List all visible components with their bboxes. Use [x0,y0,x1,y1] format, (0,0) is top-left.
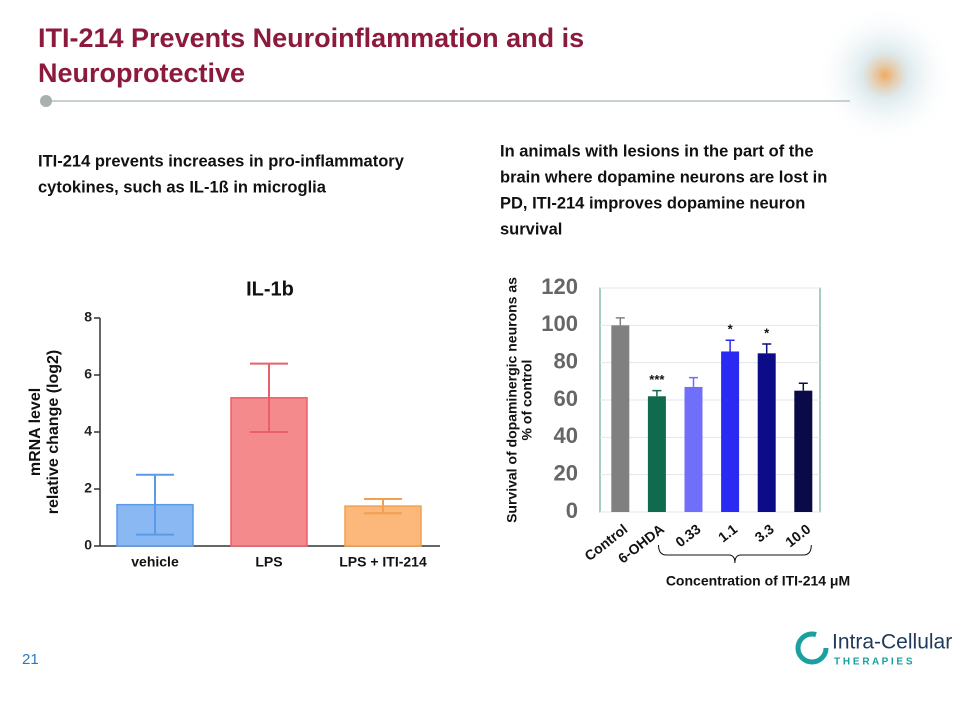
error-bar [762,343,772,354]
logo-mark [795,631,829,665]
y-tick-label: 2 [84,480,92,496]
significance: * [764,325,770,340]
logo: Intra-Cellular T H E R A P I E S [795,631,952,668]
text-line: In animals with lesions in the part of t… [500,142,814,160]
x-tick-label: 1.1 [715,521,740,546]
y-tick-label: 8 [84,309,92,325]
x-tick-label: 3.3 [752,521,777,546]
y-axis-label-line: % of control [518,360,534,441]
right-text: In animals with lesions in the part of t… [500,142,827,238]
text-line: cytokines, such as IL-1ß in microglia [38,178,327,196]
bar [721,351,740,512]
bracket [658,544,812,564]
bar [611,325,630,512]
error-bar [136,473,174,536]
neuron-art [815,5,955,145]
title: ITI-214 Prevents Neuroinflammation and i… [38,23,584,88]
x-axis-label: Concentration of ITI-214 μM [666,573,850,589]
x-tick-label: 10.0 [782,521,813,551]
y-tick-label: 0 [84,537,92,553]
y-axis-label-line: relative change (log2) [45,350,62,515]
chart-title: IL-1b [246,278,294,300]
text-line: brain where dopamine neurons are lost in [500,168,827,186]
bar [794,390,813,512]
x-tick-label: LPS + ITI-214 [339,554,427,570]
error-bar [725,339,735,352]
text-line: survival [500,220,562,238]
bar [647,396,666,512]
y-tick-label: 80 [554,348,578,373]
y-axis-label-line: Survival of dopaminergic neurons as [503,277,519,523]
title-line: Neuroprotective [38,58,245,88]
x-tick-label: 0.33 [672,521,703,551]
y-axis-label: Survival of dopaminergic neurons as% of … [503,277,534,523]
bar [757,353,776,512]
error-bar [652,389,662,397]
y-tick-label: 0 [566,498,578,523]
x-tick-label: vehicle [131,554,179,570]
error-bar [364,497,402,515]
error-bar [615,317,625,326]
y-tick-label: 6 [84,366,92,382]
y-axis-label-line: mRNA level [27,388,44,476]
y-axis-label: mRNA levelrelative change (log2) [27,350,62,515]
error-bar [250,362,288,433]
y-tick-label: 20 [554,460,578,485]
text-line: ITI-214 prevents increases in pro-inflam… [38,152,405,170]
significance: * [728,322,734,337]
error-bar [798,382,808,391]
y-tick-label: 60 [554,386,578,411]
y-tick-label: 120 [541,274,578,299]
y-tick-label: 100 [541,311,578,336]
bar [344,505,422,547]
bar [684,386,703,512]
error-bar [689,376,698,387]
logo-tagline: T H E R A P I E S [834,657,913,668]
text-line: PD, ITI-214 improves dopamine neuron [500,194,805,212]
title-line: ITI-214 Prevents Neuroinflammation and i… [38,23,584,53]
significance: *** [649,372,665,387]
x-tick-label: LPS [255,554,282,570]
logo-name: Intra-Cellular [832,631,952,654]
y-tick-label: 4 [84,423,92,439]
separator-dot [40,95,52,107]
left-text: ITI-214 prevents increases in pro-inflam… [38,152,405,196]
y-tick-label: 40 [554,423,578,448]
page-number: 21 [22,651,39,668]
